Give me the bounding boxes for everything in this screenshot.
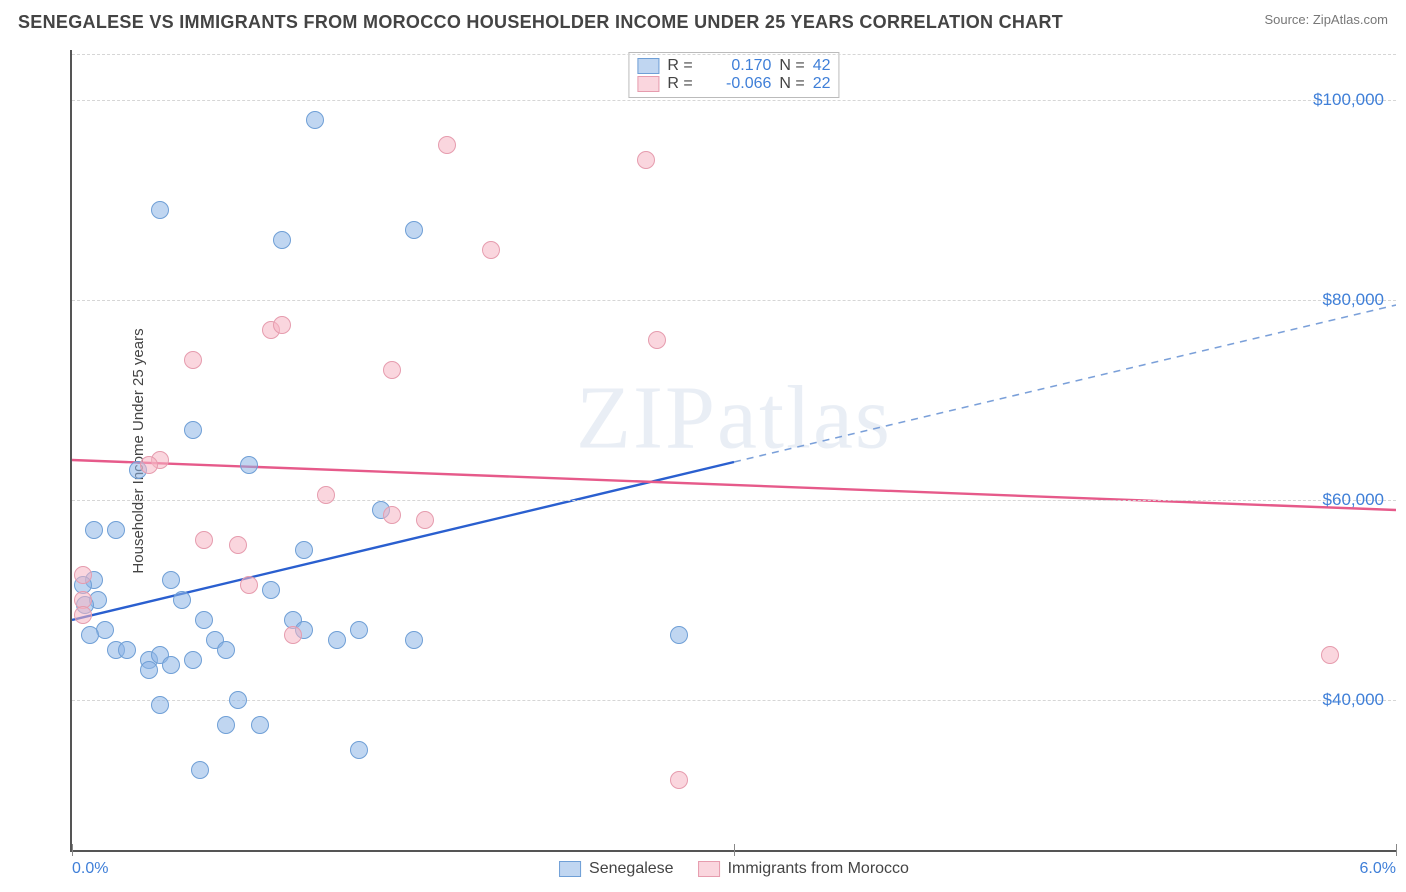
- gridline: [72, 300, 1396, 301]
- data-point: [229, 536, 247, 554]
- data-point: [184, 351, 202, 369]
- legend-row-senegalese: R = 0.170 N = 42: [637, 57, 830, 75]
- legend-row-morocco: R = -0.066 N = 22: [637, 75, 830, 93]
- r-label: R =: [667, 75, 701, 93]
- ytick-label: $100,000: [1313, 90, 1384, 110]
- data-point: [74, 566, 92, 584]
- xtick-label: 6.0%: [1360, 860, 1396, 878]
- data-point: [151, 201, 169, 219]
- data-point: [416, 511, 434, 529]
- data-point: [195, 531, 213, 549]
- data-point: [284, 626, 302, 644]
- data-point: [184, 651, 202, 669]
- data-point: [240, 456, 258, 474]
- gridline: [72, 54, 1396, 55]
- ytick-label: $40,000: [1323, 690, 1384, 710]
- chart-container: Householder Income Under 25 years ZIPatl…: [50, 50, 1396, 852]
- data-point: [217, 716, 235, 734]
- legend-item-morocco: Immigrants from Morocco: [698, 860, 909, 878]
- series-legend: Senegalese Immigrants from Morocco: [559, 860, 909, 878]
- swatch-pink-icon: [698, 861, 720, 877]
- n-label: N =: [779, 75, 804, 93]
- data-point: [140, 661, 158, 679]
- n-label: N =: [779, 57, 804, 75]
- data-point: [81, 626, 99, 644]
- data-point: [173, 591, 191, 609]
- xtick: [72, 844, 73, 856]
- data-point: [195, 611, 213, 629]
- watermark: ZIPatlas: [576, 367, 892, 470]
- data-point: [295, 541, 313, 559]
- data-point: [317, 486, 335, 504]
- data-point: [251, 716, 269, 734]
- gridline: [72, 700, 1396, 701]
- legend-item-senegalese: Senegalese: [559, 860, 674, 878]
- data-point: [383, 506, 401, 524]
- data-point: [184, 421, 202, 439]
- r-label: R =: [667, 57, 701, 75]
- swatch-blue-icon: [559, 861, 581, 877]
- xtick-label: 0.0%: [72, 860, 108, 878]
- data-point: [240, 576, 258, 594]
- data-point: [273, 231, 291, 249]
- trend-lines: [72, 50, 1396, 850]
- data-point: [637, 151, 655, 169]
- data-point: [405, 221, 423, 239]
- r-value: 0.170: [709, 57, 771, 75]
- data-point: [482, 241, 500, 259]
- source-label: Source: ZipAtlas.com: [1264, 12, 1388, 27]
- data-point: [162, 571, 180, 589]
- data-point: [405, 631, 423, 649]
- data-point: [1321, 646, 1339, 664]
- data-point: [670, 626, 688, 644]
- data-point: [85, 521, 103, 539]
- gridline: [72, 100, 1396, 101]
- data-point: [273, 316, 291, 334]
- gridline: [72, 500, 1396, 501]
- series-name: Senegalese: [589, 860, 674, 878]
- data-point: [328, 631, 346, 649]
- data-point: [262, 581, 280, 599]
- chart-title: SENEGALESE VS IMMIGRANTS FROM MOROCCO HO…: [18, 12, 1063, 33]
- r-value: -0.066: [709, 75, 771, 93]
- data-point: [306, 111, 324, 129]
- swatch-blue-icon: [637, 58, 659, 74]
- data-point: [191, 761, 209, 779]
- data-point: [670, 771, 688, 789]
- data-point: [162, 656, 180, 674]
- scatter-plot: ZIPatlas R = 0.170 N = 42 R = -0.066 N =…: [70, 50, 1396, 852]
- data-point: [383, 361, 401, 379]
- ytick-label: $60,000: [1323, 490, 1384, 510]
- data-point: [350, 741, 368, 759]
- series-name: Immigrants from Morocco: [728, 860, 909, 878]
- data-point: [74, 606, 92, 624]
- data-point: [96, 621, 114, 639]
- ytick-label: $80,000: [1323, 290, 1384, 310]
- swatch-pink-icon: [637, 76, 659, 92]
- correlation-legend: R = 0.170 N = 42 R = -0.066 N = 22: [628, 52, 839, 98]
- data-point: [107, 521, 125, 539]
- data-point: [118, 641, 136, 659]
- data-point: [350, 621, 368, 639]
- data-point: [229, 691, 247, 709]
- data-point: [648, 331, 666, 349]
- xtick: [1396, 844, 1397, 856]
- data-point: [140, 456, 158, 474]
- n-value: 22: [813, 75, 831, 93]
- data-point: [438, 136, 456, 154]
- xtick: [734, 844, 735, 856]
- data-point: [151, 696, 169, 714]
- data-point: [217, 641, 235, 659]
- n-value: 42: [813, 57, 831, 75]
